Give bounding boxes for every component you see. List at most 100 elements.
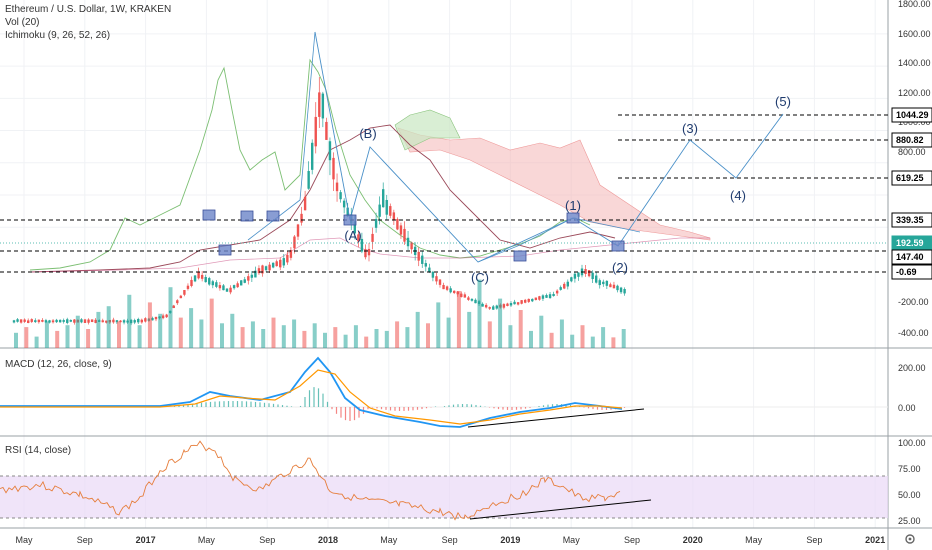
candle-body: [509, 303, 513, 306]
pattern-marker: [343, 214, 357, 226]
pattern-marker: [566, 212, 580, 224]
rsi-axis-tick: 100.00: [898, 438, 926, 448]
price-axis-tick: 1400.00: [898, 58, 931, 68]
macd-divergence-trendline: [467, 408, 645, 428]
candle-body: [307, 170, 310, 189]
candle-body: [218, 285, 222, 289]
candle-body: [268, 264, 271, 271]
candle-body: [94, 319, 97, 323]
volume-bar: [477, 279, 482, 348]
candle-body: [406, 237, 410, 247]
candle-body: [516, 302, 520, 305]
candle-body: [538, 296, 541, 300]
price-axis-tick: 800.00: [898, 147, 926, 157]
time-axis-tick: Sep: [259, 535, 275, 545]
macd-pane-label[interactable]: MACD (12, 26, close, 9): [5, 359, 112, 370]
candle-body: [240, 280, 243, 286]
candle-body: [382, 189, 385, 208]
price-badge: [891, 264, 932, 280]
volume-bar: [220, 323, 224, 348]
volume-bar: [395, 321, 400, 348]
time-axis-tick: Sep: [77, 535, 93, 545]
candle-body: [176, 300, 179, 304]
candle-body: [250, 274, 254, 278]
candle-body: [225, 288, 229, 292]
candle-body: [396, 219, 399, 230]
candle-body: [431, 271, 435, 278]
candle-body: [584, 269, 587, 274]
candle-body: [300, 213, 303, 223]
candle-body: [271, 262, 275, 268]
volume-bar: [292, 319, 297, 348]
candle-body: [87, 319, 90, 323]
symbol-title[interactable]: Ethereum / U.S. Dollar, 1W, KRAKEN: [5, 4, 172, 15]
candle-body: [453, 290, 456, 293]
rsi-pane-label[interactable]: RSI (14, close): [5, 445, 72, 456]
candle-body: [559, 287, 562, 290]
wave-trend-line: [477, 217, 641, 263]
candle-body: [293, 236, 296, 249]
time-axis-tick: May: [15, 535, 33, 545]
candle-body: [51, 320, 55, 323]
volume-bar: [559, 319, 564, 348]
time-axis-tick: Sep: [442, 535, 458, 545]
volume-bar: [456, 291, 461, 348]
candle-body: [62, 320, 65, 322]
candle-body: [438, 279, 442, 285]
candle-body: [222, 285, 225, 291]
candle-body: [602, 281, 605, 285]
candle-body: [367, 248, 371, 256]
volume-bar: [14, 332, 18, 348]
candle-body: [41, 319, 44, 322]
wave-label-w2: (2): [612, 260, 628, 275]
wave-label-w1: (1): [565, 198, 581, 213]
volume-bar: [611, 337, 616, 348]
pattern-marker: [218, 244, 232, 256]
volume-bar: [498, 298, 503, 348]
volume-bar: [384, 330, 389, 348]
candle-body: [193, 275, 197, 282]
rsi-axis-tick: 50.00: [898, 490, 921, 500]
candle-body: [289, 250, 293, 258]
candle-body: [257, 268, 261, 274]
price-axis-tick: 1600.00: [898, 29, 931, 39]
ichimoku-indicator-label[interactable]: Ichimoku (9, 26, 52, 26): [5, 30, 111, 41]
volume-bar: [44, 321, 49, 348]
price-axis-tick: -400.00: [898, 328, 929, 338]
candle-body: [612, 284, 616, 289]
volume-bar: [24, 327, 29, 348]
volume-indicator-label[interactable]: Vol (20): [5, 17, 40, 28]
candle-body: [495, 305, 498, 309]
volume-bar: [96, 311, 101, 348]
volume-bar: [230, 313, 235, 348]
volume-bar: [312, 323, 317, 348]
candle-body: [151, 317, 154, 321]
candle-body: [183, 290, 186, 295]
candle-body: [573, 273, 577, 279]
macd-line: [0, 356, 623, 428]
settings-gear-icon[interactable]: [905, 534, 915, 544]
candle-body: [335, 182, 339, 192]
price-axis-tick: 1800.00: [898, 0, 931, 9]
candle-body: [357, 234, 360, 242]
candle-body: [470, 299, 474, 301]
candle-body: [296, 224, 300, 237]
candle-body: [392, 212, 396, 221]
volume-bar: [75, 315, 80, 348]
candle-body: [587, 270, 591, 277]
price-badge: [891, 249, 932, 265]
candle-body: [264, 266, 268, 271]
volume-bar: [199, 319, 204, 348]
price-badge-label: 147.40: [896, 252, 924, 262]
volume-bar: [415, 311, 420, 348]
wave-trend-line: [247, 31, 316, 241]
candle-body: [243, 279, 246, 283]
candle-body: [328, 141, 332, 161]
candle-body: [502, 304, 506, 308]
time-axis-tick: 2019: [500, 535, 520, 545]
candle-body: [534, 297, 538, 300]
price-badge: [891, 132, 932, 148]
candle-body: [360, 238, 364, 252]
volume-bar: [353, 325, 358, 348]
